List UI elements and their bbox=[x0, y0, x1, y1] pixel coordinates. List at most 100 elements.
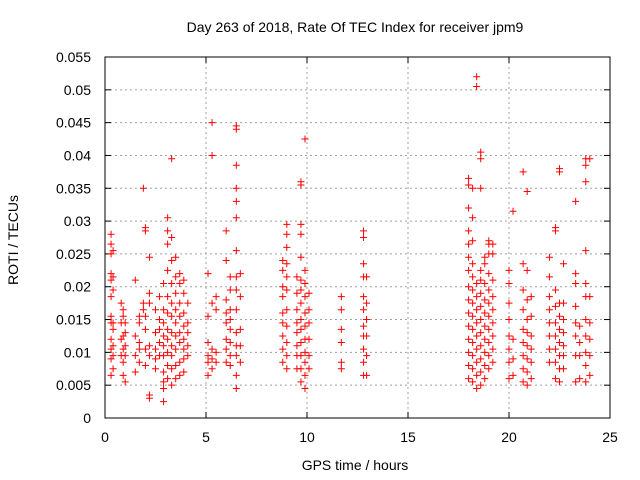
data-point bbox=[505, 316, 513, 324]
data-point bbox=[560, 352, 568, 360]
x-tick-label: 15 bbox=[400, 429, 416, 445]
data-point bbox=[572, 270, 580, 278]
data-point bbox=[551, 345, 559, 353]
data-point bbox=[556, 378, 563, 386]
data-point bbox=[160, 368, 168, 376]
data-point bbox=[152, 306, 159, 314]
data-point bbox=[160, 306, 168, 314]
data-point bbox=[485, 312, 493, 320]
data-point bbox=[279, 358, 287, 366]
data-point bbox=[469, 325, 477, 333]
data-point bbox=[168, 312, 176, 320]
data-point bbox=[465, 296, 473, 304]
data-point bbox=[283, 339, 291, 347]
data-point bbox=[168, 342, 176, 350]
data-point bbox=[208, 151, 216, 159]
data-point bbox=[109, 286, 117, 294]
data-point bbox=[279, 256, 287, 264]
data-point bbox=[505, 332, 513, 340]
data-point bbox=[226, 316, 234, 324]
data-point bbox=[180, 335, 188, 343]
data-point bbox=[204, 371, 212, 379]
data-point bbox=[168, 381, 176, 389]
data-point bbox=[283, 243, 291, 251]
data-point bbox=[135, 345, 143, 353]
data-point bbox=[363, 316, 371, 324]
y-tick-label: 0.05 bbox=[64, 82, 91, 98]
data-point bbox=[152, 365, 159, 373]
data-point bbox=[152, 345, 159, 353]
data-point bbox=[131, 352, 139, 360]
y-tick-label: 0.025 bbox=[56, 246, 91, 262]
data-point bbox=[204, 358, 212, 366]
data-point bbox=[160, 319, 168, 327]
data-point bbox=[477, 368, 485, 376]
data-point bbox=[519, 306, 527, 314]
data-point bbox=[121, 352, 129, 360]
data-point bbox=[572, 279, 580, 287]
data-point bbox=[226, 361, 234, 369]
data-point bbox=[477, 155, 485, 163]
data-point bbox=[152, 355, 159, 363]
data-point bbox=[107, 335, 115, 343]
data-point bbox=[477, 266, 485, 274]
data-point bbox=[556, 339, 563, 347]
data-point bbox=[489, 276, 497, 284]
data-point bbox=[109, 247, 117, 255]
data-point bbox=[576, 322, 584, 330]
data-point bbox=[582, 332, 590, 340]
x-axis-title: GPS time / hours bbox=[302, 457, 409, 473]
data-point bbox=[109, 273, 117, 281]
data-point bbox=[168, 256, 176, 264]
data-point bbox=[465, 322, 473, 330]
data-point bbox=[119, 358, 127, 366]
data-point bbox=[489, 240, 497, 248]
data-point bbox=[293, 306, 301, 314]
data-point bbox=[301, 309, 309, 317]
data-point bbox=[469, 286, 477, 294]
data-point bbox=[469, 378, 477, 386]
data-point bbox=[465, 266, 473, 274]
data-point bbox=[160, 384, 168, 392]
data-point bbox=[556, 312, 563, 320]
data-point bbox=[360, 227, 368, 235]
chart-title: Day 263 of 2018, Rate Of TEC Index for r… bbox=[187, 19, 524, 35]
data-point bbox=[551, 332, 559, 340]
data-point bbox=[572, 197, 580, 205]
data-point bbox=[176, 279, 184, 287]
data-point bbox=[164, 361, 172, 369]
data-point bbox=[293, 289, 301, 297]
data-point bbox=[337, 306, 345, 314]
data-point bbox=[236, 358, 244, 366]
data-point bbox=[545, 273, 553, 281]
data-point bbox=[465, 174, 473, 182]
y-tick-label: 0.045 bbox=[56, 115, 91, 131]
data-point bbox=[363, 299, 371, 307]
data-point bbox=[222, 296, 230, 304]
data-point bbox=[485, 339, 493, 347]
data-point bbox=[297, 299, 305, 307]
data-point bbox=[156, 316, 164, 324]
data-point bbox=[505, 358, 513, 366]
data-point bbox=[279, 309, 287, 317]
data-point bbox=[208, 365, 216, 373]
data-point bbox=[519, 325, 527, 333]
data-point bbox=[283, 286, 291, 294]
data-point bbox=[305, 352, 313, 360]
data-point bbox=[232, 306, 240, 314]
data-point bbox=[107, 230, 115, 238]
data-point bbox=[545, 332, 553, 340]
data-point bbox=[572, 332, 580, 340]
data-point bbox=[297, 339, 305, 347]
data-point bbox=[176, 270, 184, 278]
data-point bbox=[485, 325, 493, 333]
data-point bbox=[208, 119, 216, 127]
data-point bbox=[297, 325, 305, 333]
data-point bbox=[164, 293, 172, 301]
data-point bbox=[509, 207, 517, 215]
data-point bbox=[279, 345, 287, 353]
data-point bbox=[509, 335, 517, 343]
data-point bbox=[477, 342, 485, 350]
data-point bbox=[489, 358, 497, 366]
data-point bbox=[301, 348, 309, 356]
